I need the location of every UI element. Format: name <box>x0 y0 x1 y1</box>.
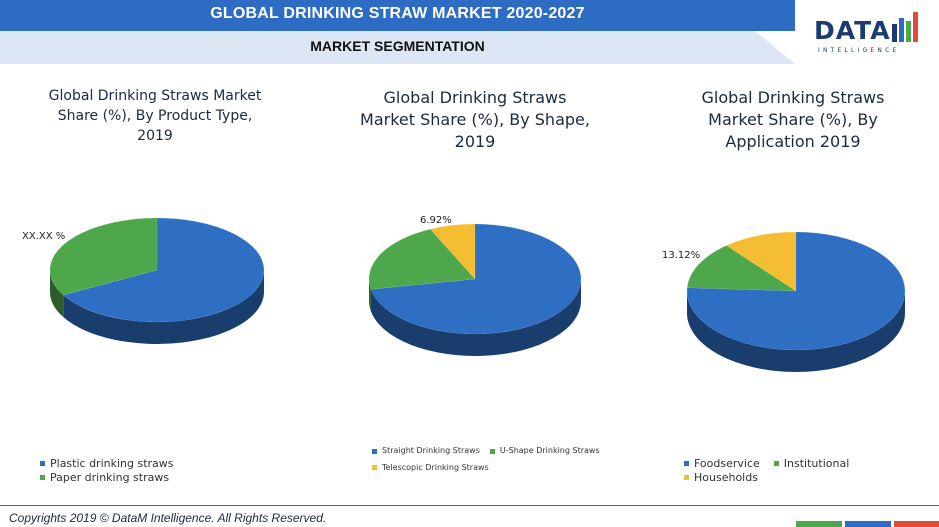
pie-chart: XX.XX % <box>22 217 265 344</box>
pie-slice <box>62 217 265 323</box>
chart-legend: Straight Drinking Straws U-Shape Drinking… <box>372 443 612 476</box>
legend-swatch <box>40 461 45 466</box>
page-title: GLOBAL DRINKING STRAW MARKET 2020-2027 <box>210 5 585 22</box>
pie-slice <box>726 231 797 292</box>
legend-item: Plastic drinking straws <box>40 457 174 470</box>
subtitle-bar <box>0 31 795 64</box>
pie-slice <box>686 245 797 292</box>
pie-slice <box>429 223 476 280</box>
chart-title: Global Drinking Straws Market Share (%),… <box>701 88 885 151</box>
chart-title: Global Drinking Straws Market Share (%),… <box>360 88 590 151</box>
legend-swatch <box>372 448 377 454</box>
pie-sides <box>369 279 581 357</box>
pie-slice <box>370 223 582 335</box>
legend-swatch <box>489 448 495 454</box>
legend-item: Foodservice <box>684 457 760 470</box>
legend-label: Plastic drinking straws <box>50 457 174 470</box>
pie-tops <box>49 217 265 323</box>
pie-chart: 6.92% <box>368 215 582 357</box>
title-bar <box>0 0 795 31</box>
pie-tops <box>368 223 582 335</box>
legend-swatch <box>684 461 689 466</box>
chart-panel-shape: Global Drinking Straws Market Share (%),… <box>320 66 633 506</box>
legend-swatch <box>773 461 779 466</box>
legend-swatch <box>372 465 377 470</box>
pie-slice-side <box>63 270 264 344</box>
legend-label: U-Shape Drinking Straws <box>499 446 600 455</box>
pie-slice <box>49 217 158 296</box>
data-label: 6.92% <box>420 215 452 226</box>
chart-legend: Plastic drinking straws Paper drinking st… <box>40 456 310 484</box>
data-label: XX.XX % <box>22 231 65 242</box>
pie-tops <box>686 231 906 351</box>
pie-slice-side <box>369 279 371 312</box>
pie-slice <box>368 228 476 290</box>
legend-item: U-Shape Drinking Straws <box>489 443 600 459</box>
chart-legend: Foodservice Institutional Households <box>684 456 939 484</box>
logo-word: DATA <box>814 16 891 45</box>
legend-item: Institutional <box>773 457 850 470</box>
footer-accent-green <box>796 521 842 527</box>
copyright-text: Copyrights 2019 © DataM Intelligence. Al… <box>9 511 327 525</box>
legend-label: Households <box>694 471 758 484</box>
pie-slice-side <box>50 270 64 318</box>
pie-slice <box>686 231 906 351</box>
pie-slice-side <box>687 291 905 372</box>
footer-divider <box>0 505 939 506</box>
header-banner: GLOBAL DRINKING STRAW MARKET 2020-2027 M… <box>0 0 795 66</box>
pie-sides <box>50 270 264 344</box>
legend-item: Telescopic Drinking Straws <box>372 460 489 476</box>
chart-panel-product-type: Global Drinking Straws Market Share (%),… <box>0 66 313 506</box>
logo-subtext: INTELLIGENCE <box>818 47 900 54</box>
chart-title: Global Drinking Straws Market Share (%),… <box>48 88 262 144</box>
pie-slice-side <box>370 279 581 357</box>
footer-accent-red <box>894 521 939 527</box>
legend-item: Households <box>684 471 758 484</box>
legend-label: Paper drinking straws <box>50 471 170 484</box>
footer-accent-blue <box>845 521 891 527</box>
chart-panel-application: Global Drinking Straws Market Share (%),… <box>636 66 939 506</box>
legend-item: Straight Drinking Straws <box>372 443 480 459</box>
legend-label: Foodservice <box>694 457 760 470</box>
company-logo: DATA INTELLIGENCE <box>812 10 922 56</box>
legend-swatch <box>684 475 689 480</box>
legend-swatch <box>40 475 45 480</box>
pie-sides <box>687 291 905 372</box>
page-subtitle: MARKET SEGMENTATION <box>310 38 485 54</box>
legend-item: Paper drinking straws <box>40 471 169 484</box>
legend-label: Telescopic Drinking Straws <box>382 462 489 472</box>
legend-label: Straight Drinking Straws <box>382 446 480 455</box>
data-label: 13.12% <box>662 250 700 261</box>
bar-chart-icon <box>892 12 918 42</box>
legend-label: Institutional <box>783 457 850 470</box>
pie-chart: 13.12% <box>662 231 906 372</box>
